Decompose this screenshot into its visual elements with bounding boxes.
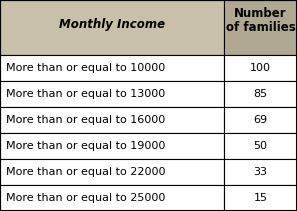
Text: Number
of families: Number of families [226,7,296,34]
Bar [0,0,224,55]
Text: More than or equal to 13000: More than or equal to 13000 [6,89,165,99]
Text: 50: 50 [254,141,268,151]
Text: More than or equal to 25000: More than or equal to 25000 [6,193,165,203]
Bar [0,159,224,185]
Text: Monthly Income: Monthly Income [59,18,165,31]
Text: 33: 33 [254,167,268,177]
Bar [224,159,297,185]
Text: More than or equal to 16000: More than or equal to 16000 [6,115,165,125]
Bar [0,107,224,133]
Bar [0,55,224,81]
Bar [0,133,224,159]
Bar [224,81,297,107]
Bar [224,133,297,159]
Text: 85: 85 [254,89,268,99]
Text: 69: 69 [254,115,268,125]
Text: 100: 100 [250,63,271,73]
Bar [224,0,297,55]
Text: More than or equal to 10000: More than or equal to 10000 [6,63,165,73]
Bar [224,185,297,211]
Text: More than or equal to 22000: More than or equal to 22000 [6,167,165,177]
Bar [224,55,297,81]
Bar [0,81,224,107]
Bar [0,185,224,211]
Text: More than or equal to 19000: More than or equal to 19000 [6,141,165,151]
Bar [224,107,297,133]
Text: 15: 15 [254,193,268,203]
